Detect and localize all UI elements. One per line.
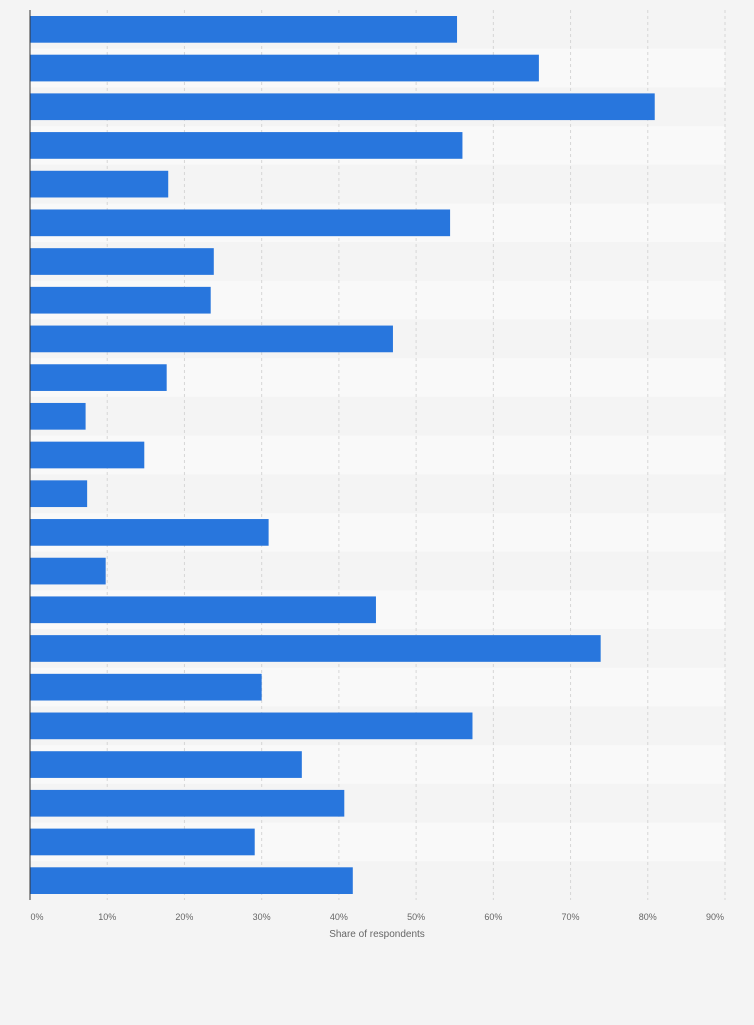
bar[interactable] [30,93,655,121]
row-band [30,435,725,475]
bar[interactable] [30,402,86,430]
bar[interactable] [30,673,262,701]
bar[interactable] [30,557,106,585]
bar[interactable] [30,248,214,275]
x-tick-label: 0% [30,912,43,922]
bar[interactable] [30,441,145,469]
bar[interactable] [30,325,393,353]
row-band [30,551,725,591]
bar[interactable] [30,519,269,546]
bar[interactable] [30,596,376,624]
row-band [30,396,725,436]
x-tick-label: 10% [98,912,116,922]
bar[interactable] [30,170,169,198]
bar[interactable] [30,364,167,391]
bar[interactable] [30,132,463,159]
bar[interactable] [30,54,539,82]
x-tick-labels: 0% 10% 20% 30% 40% 50% 60% 70% 80% 90% [30,912,724,922]
bar[interactable] [30,751,302,778]
x-tick-label: 60% [484,912,502,922]
bar[interactable] [30,635,601,662]
bar[interactable] [30,789,345,817]
x-tick-label: 50% [407,912,425,922]
x-tick-label: 30% [253,912,271,922]
row-band [30,474,725,514]
bar[interactable] [30,15,458,43]
x-tick-label: 40% [330,912,348,922]
bar[interactable] [30,828,255,856]
bar[interactable] [30,286,211,314]
x-tick-label: 20% [175,912,193,922]
x-tick-label: 70% [562,912,580,922]
x-tick-label: 90% [706,912,724,922]
bar[interactable] [30,867,353,895]
x-axis-label: Share of respondents [329,929,425,940]
bar[interactable] [30,209,451,237]
bar[interactable] [30,480,88,508]
x-tick-label: 80% [639,912,657,922]
bar[interactable] [30,712,473,740]
bars [30,15,655,895]
